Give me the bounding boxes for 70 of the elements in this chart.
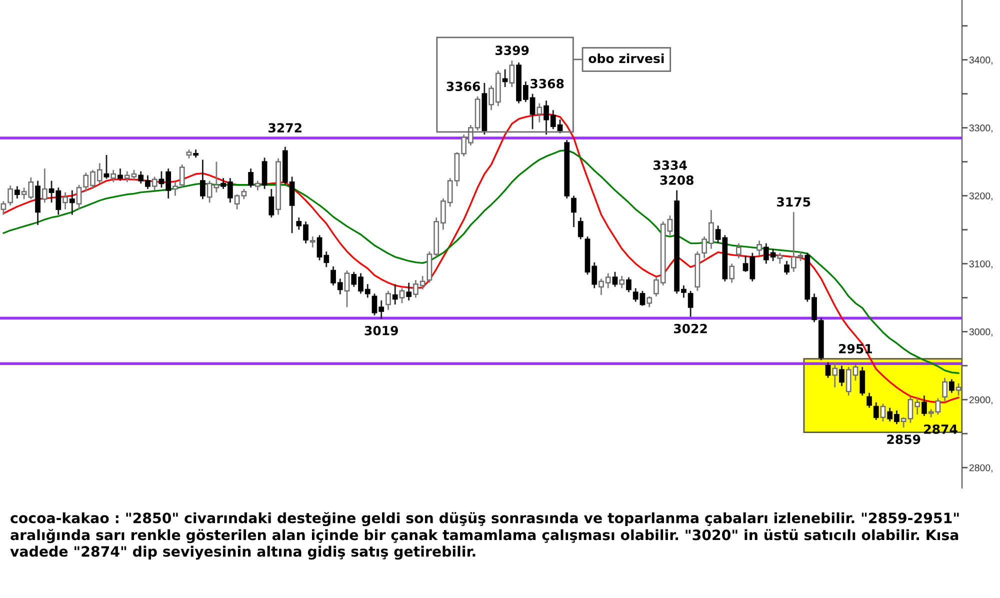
candlestick (8, 184, 13, 206)
candlestick (536, 102, 542, 124)
y-tick-label: 3300, (969, 124, 992, 133)
candlestick (399, 287, 405, 304)
candlestick (784, 260, 790, 276)
candlestick (392, 283, 398, 306)
text: 3366 (446, 82, 480, 92)
line-series (2, 149, 960, 374)
y-tick-label: 3000, (969, 328, 992, 336)
candlestick (69, 190, 75, 216)
text: 3399 (496, 46, 529, 56)
candlestick (942, 377, 948, 402)
candlestick (406, 282, 412, 302)
candlestick (777, 252, 783, 264)
y-tick-label: 2900, (969, 396, 992, 404)
candlestick (756, 240, 762, 256)
candlestick (688, 290, 694, 318)
candlestick (118, 168, 123, 182)
candlestick (268, 188, 274, 218)
candlestick (880, 403, 886, 422)
candlestick (956, 382, 962, 396)
candlestick (866, 392, 872, 408)
candlestick (152, 176, 158, 191)
candlestick (619, 275, 625, 289)
y-tick-label: 2800, (969, 464, 992, 472)
annotation: obo zirvesi (588, 53, 664, 64)
candlestick (922, 394, 927, 417)
y-tick-label: 3400, (969, 56, 992, 65)
candlestick (839, 364, 844, 387)
candlestick (172, 181, 178, 196)
text: 3175 (777, 197, 810, 207)
y-tick-label: 3200, (969, 192, 992, 201)
candlestick (860, 366, 866, 396)
candlestick (42, 168, 48, 204)
candlestick (344, 270, 350, 308)
text: cocoa-kakao : "2850" civarındaki desteğine geldi son düşüş sonrasında ve toparlanma çabaları izlenebilir. "2859-2951" aralığında sarı renkle gösterilen alan içinde bir çanak tamamlama çalışması olabilir. "3020" in üstü satıcılı olabilir. Kısa vadede "2874" dip seviyesinin altına gidiş satış getirebilir. (10, 512, 959, 560)
text: 3272 (268, 123, 302, 133)
candlestick (104, 154, 110, 180)
candlestick (502, 68, 508, 88)
candlestick (571, 195, 576, 228)
candlestick (248, 168, 254, 188)
text: 3208 (660, 175, 694, 185)
y-tick-label: 3100, (969, 260, 992, 268)
candlestick (386, 290, 391, 311)
candlestick (0, 200, 6, 216)
candlestick (254, 180, 260, 191)
candlestick (873, 402, 879, 421)
candlestick (14, 186, 20, 200)
candlestick (825, 362, 831, 379)
text: 2874 (924, 424, 958, 434)
candlestick (110, 169, 116, 183)
candlestick (179, 164, 185, 188)
candlestick (626, 276, 632, 293)
text: 2859 (887, 434, 920, 444)
candlestick (578, 216, 584, 240)
candlestick (729, 263, 734, 284)
candlestick (832, 362, 838, 388)
candlestick (262, 156, 268, 190)
candlestick (509, 60, 515, 88)
candlestick (62, 192, 68, 210)
text: 3368 (530, 78, 564, 88)
text: 3334 (653, 160, 687, 170)
candlestick (612, 271, 618, 288)
candlestick (949, 378, 954, 394)
candlestick (646, 296, 652, 308)
candlestick (310, 236, 316, 248)
candlestick (200, 159, 206, 200)
candlestick (736, 242, 742, 259)
text: 3022 (674, 324, 707, 334)
text: 3019 (364, 326, 398, 336)
